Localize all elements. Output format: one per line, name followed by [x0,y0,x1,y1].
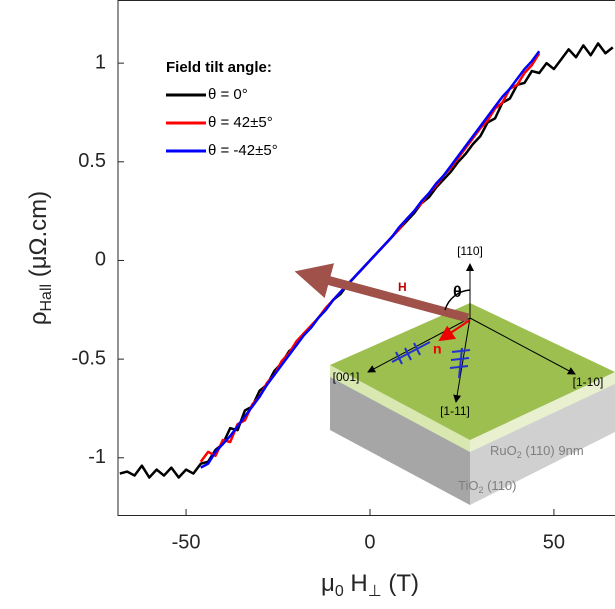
axis-label: [001] [333,370,360,384]
x-tick-label: -50 [172,531,201,553]
data-line [200,50,541,469]
axis-label: [1-10] [573,375,604,389]
field-arrow [294,263,470,323]
layer-right [470,372,615,452]
hash-marks [391,341,471,379]
angle-arc [444,289,471,311]
inset-diagram: [110] H θ n [001] [1-11] [1-10] RuO2 (11… [294,244,615,505]
layer-label: RuO2 (110) 9nm [490,443,584,460]
legend-label: θ = 42±5° [208,114,273,131]
film-top [330,303,615,440]
plot-area: -1 -0.5 0 0.5 1 -50 0 50 Field tilt angle: θ = 0°… [72,0,615,553]
y-tick-label: -0.5 [72,347,106,369]
field-label: H [398,280,407,294]
plot-frame [117,0,615,516]
y-axis-label: ρHall (μΩ.cm) [25,191,55,325]
y-tick-label: 1 [95,51,106,73]
axis-label: [110] [457,244,483,258]
slab-right [470,372,615,505]
normal-label: n [433,341,442,357]
legend-label: θ = -42±5° [208,142,278,159]
x-tick-label: 0 [364,531,375,553]
angle-label: θ [453,284,462,301]
layer-left [330,365,470,452]
x-tick-label: 50 [543,531,565,553]
legend-label: θ = 0° [208,86,248,103]
legend-title: Field tilt angle: [166,59,272,76]
axis-arrow [469,317,576,375]
layer-label: TiO2 (110) [458,478,516,495]
normal-arrow [438,319,471,342]
y-tick-label: -1 [88,446,106,468]
axis-arrow [453,317,471,403]
slab-left [330,365,470,505]
axis-label: [1-11] [440,404,470,418]
y-tick-label: 0 [95,249,106,271]
x-axis-label: μ0 H⊥ (T) [321,570,419,600]
y-tick-label: 0.5 [78,150,106,172]
